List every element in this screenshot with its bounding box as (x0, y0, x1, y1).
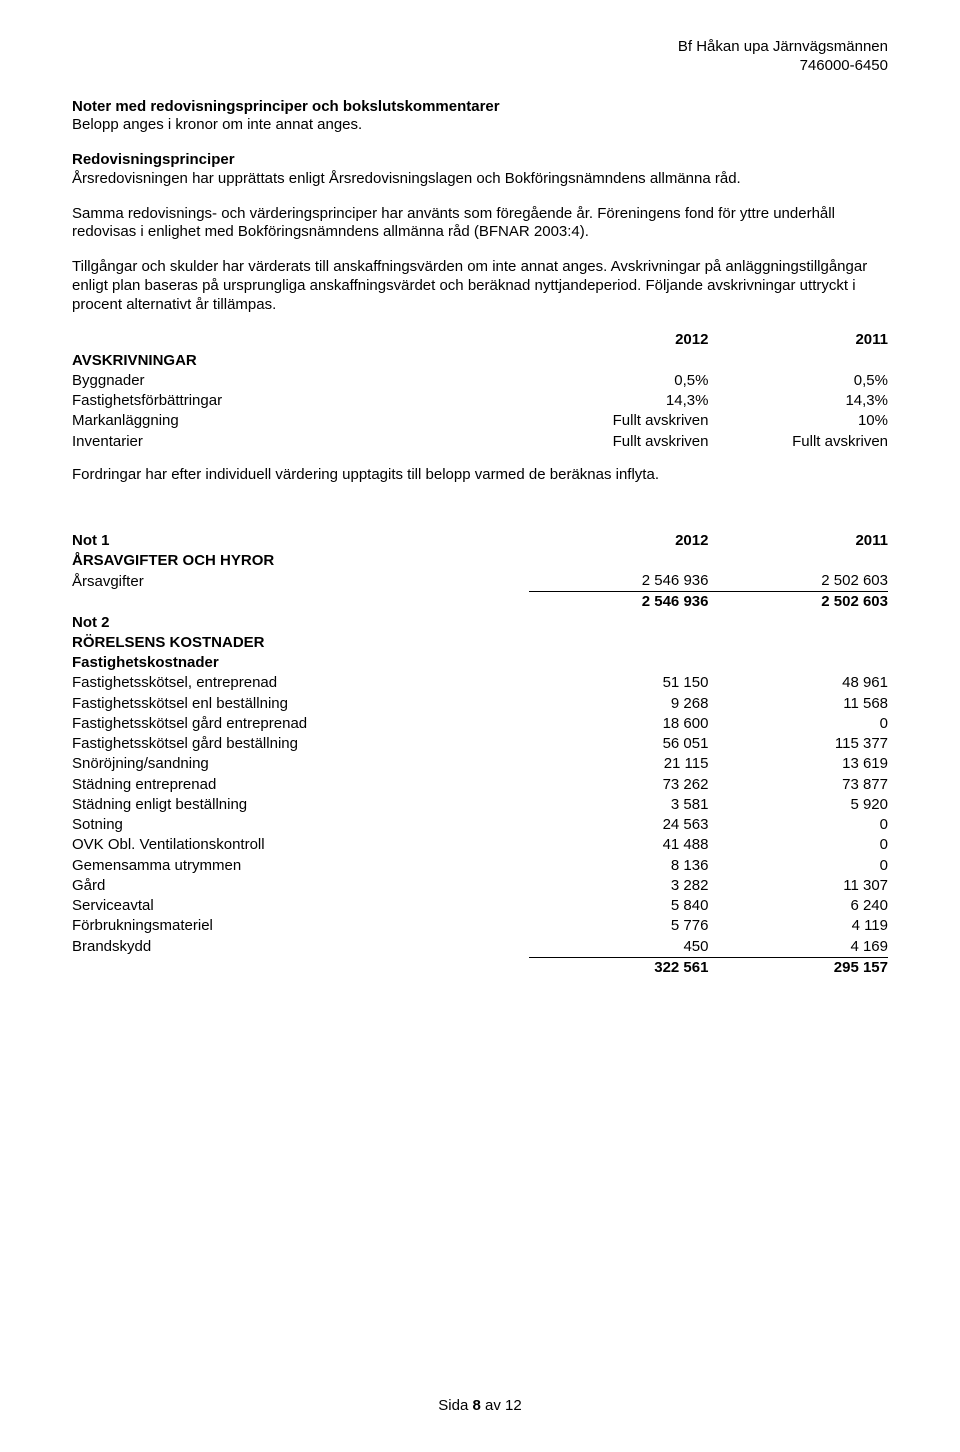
row-label: Städning enligt beställning (72, 795, 529, 815)
row-label: Fastighetsskötsel enl beställning (72, 694, 529, 714)
row-value-a: 5 840 (529, 896, 709, 916)
row-value-b: 0 (708, 835, 888, 855)
row-label: Städning entreprenad (72, 775, 529, 795)
principles-p1: Årsredovisningen har upprättats enligt Å… (72, 170, 888, 189)
fordringar-note: Fordringar har efter individuell värderi… (72, 466, 888, 485)
row-value-a: 2 546 936 (529, 571, 709, 592)
row-value-a: 0,5% (529, 371, 709, 391)
row-label: Fastighetsskötsel gård entreprenad (72, 714, 529, 734)
row-value-b: 0 (708, 856, 888, 876)
row-label: Förbrukningsmateriel (72, 916, 529, 936)
row-value-b: Fullt avskriven (708, 432, 888, 452)
not1-total-a: 2 546 936 (529, 592, 709, 613)
year-col-b: 2011 (708, 330, 888, 350)
row-value-a: Fullt avskriven (529, 432, 709, 452)
row-value-b: 13 619 (708, 754, 888, 774)
year-col-a: 2012 (529, 330, 709, 350)
not2-label: Not 2 (72, 613, 529, 633)
row-label: Serviceavtal (72, 896, 529, 916)
row-value-a: 9 268 (529, 694, 709, 714)
row-value-a: Fullt avskriven (529, 411, 709, 431)
row-value-b: 0,5% (708, 371, 888, 391)
row-value-b: 115 377 (708, 734, 888, 754)
page-header: Bf Håkan upa Järnvägsmännen 746000-6450 (72, 38, 888, 76)
notes-year-b: 2011 (708, 531, 888, 551)
row-value-a: 450 (529, 937, 709, 958)
not1-heading: ÅRSAVGIFTER OCH HYROR (72, 551, 529, 571)
principles-p2: Samma redovisnings- och värderingsprinci… (72, 205, 888, 243)
row-value-b: 0 (708, 714, 888, 734)
not1-label: Not 1 (72, 531, 529, 551)
row-label: Sotning (72, 815, 529, 835)
row-label: Gård (72, 876, 529, 896)
footer-page: 8 (472, 1397, 480, 1414)
row-label: Brandskydd (72, 937, 529, 958)
page-footer: Sida 8 av 12 (0, 1397, 960, 1416)
principles-p3: Tillgångar och skulder har värderats til… (72, 258, 888, 314)
avskrivningar-heading: AVSKRIVNINGAR (72, 351, 529, 371)
row-label: Snöröjning/sandning (72, 754, 529, 774)
row-label: Fastighetsskötsel, entreprenad (72, 673, 529, 693)
row-value-a: 41 488 (529, 835, 709, 855)
row-value-b: 73 877 (708, 775, 888, 795)
row-value-a: 73 262 (529, 775, 709, 795)
row-label: Inventarier (72, 432, 529, 452)
notes-subtitle: Belopp anges i kronor om inte annat ange… (72, 116, 888, 135)
row-value-b: 5 920 (708, 795, 888, 815)
notes-table: Not 1 2012 2011 ÅRSAVGIFTER OCH HYROR År… (72, 531, 888, 979)
row-value-a: 5 776 (529, 916, 709, 936)
notes-title: Noter med redovisningsprinciper och boks… (72, 98, 888, 117)
row-value-a: 14,3% (529, 391, 709, 411)
row-value-b: 10% (708, 411, 888, 431)
row-value-b: 4 169 (708, 937, 888, 958)
row-value-a: 21 115 (529, 754, 709, 774)
not2-heading: RÖRELSENS KOSTNADER (72, 633, 529, 653)
footer-total: 12 (505, 1397, 522, 1414)
row-value-a: 18 600 (529, 714, 709, 734)
company-name: Bf Håkan upa Järnvägsmännen (72, 38, 888, 57)
row-value-a: 51 150 (529, 673, 709, 693)
not2-total-b: 295 157 (708, 957, 888, 978)
not2-total-a: 322 561 (529, 957, 709, 978)
row-label: Byggnader (72, 371, 529, 391)
row-value-b: 6 240 (708, 896, 888, 916)
not1-total-b: 2 502 603 (708, 592, 888, 613)
row-value-b: 14,3% (708, 391, 888, 411)
row-label: Fastighetsskötsel gård beställning (72, 734, 529, 754)
not2-subheading: Fastighetskostnader (72, 653, 529, 673)
footer-prefix: Sida (438, 1397, 472, 1414)
row-value-b: 11 568 (708, 694, 888, 714)
notes-year-a: 2012 (529, 531, 709, 551)
principles-heading: Redovisningsprinciper (72, 151, 888, 170)
row-value-b: 48 961 (708, 673, 888, 693)
row-value-a: 3 282 (529, 876, 709, 896)
org-number: 746000-6450 (72, 57, 888, 76)
row-value-b: 11 307 (708, 876, 888, 896)
footer-middle: av (481, 1397, 505, 1414)
row-value-a: 56 051 (529, 734, 709, 754)
row-label: Fastighetsförbättringar (72, 391, 529, 411)
row-value-b: 0 (708, 815, 888, 835)
avskrivningar-table: 2012 2011 AVSKRIVNINGAR Byggnader0,5%0,5… (72, 330, 888, 452)
row-label: Markanläggning (72, 411, 529, 431)
row-label: Gemensamma utrymmen (72, 856, 529, 876)
row-value-b: 4 119 (708, 916, 888, 936)
row-value-a: 8 136 (529, 856, 709, 876)
row-value-a: 24 563 (529, 815, 709, 835)
row-value-b: 2 502 603 (708, 571, 888, 592)
row-value-a: 3 581 (529, 795, 709, 815)
row-label: OVK Obl. Ventilationskontroll (72, 835, 529, 855)
row-label: Årsavgifter (72, 571, 529, 592)
